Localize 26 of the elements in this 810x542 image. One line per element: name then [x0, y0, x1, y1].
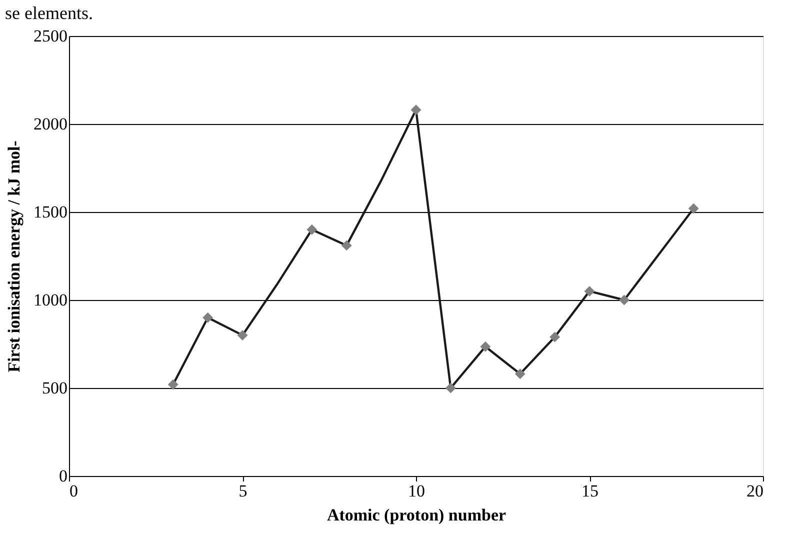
y-tick-label: 0 [59, 466, 68, 486]
point [237, 330, 248, 340]
x-tick-label: 5 [238, 482, 248, 500]
point [306, 224, 318, 235]
x-tick-label: 15 [582, 482, 598, 500]
y-tick-label: 1500 [34, 202, 68, 222]
point [202, 312, 214, 323]
y-tick-label: 2000 [34, 114, 68, 134]
y-tick-label: 500 [42, 378, 68, 398]
x-tick-label: 10 [408, 482, 425, 500]
point [618, 294, 630, 306]
point [168, 379, 178, 390]
y-axis-title: First ionisation energy / kJ mol- [4, 140, 24, 372]
point [341, 240, 352, 251]
point [445, 382, 456, 394]
y-tick-label: 1000 [34, 290, 68, 310]
point [550, 332, 560, 342]
text: se elements. [5, 3, 93, 23]
point [584, 286, 595, 296]
x-tick-label: 20 [746, 482, 764, 500]
point [410, 104, 422, 116]
point [480, 341, 491, 352]
y-tick-label: 2500 [34, 26, 68, 46]
point [688, 203, 699, 214]
x-axis-title: Atomic (proton) number [326, 506, 507, 524]
point [514, 368, 526, 380]
